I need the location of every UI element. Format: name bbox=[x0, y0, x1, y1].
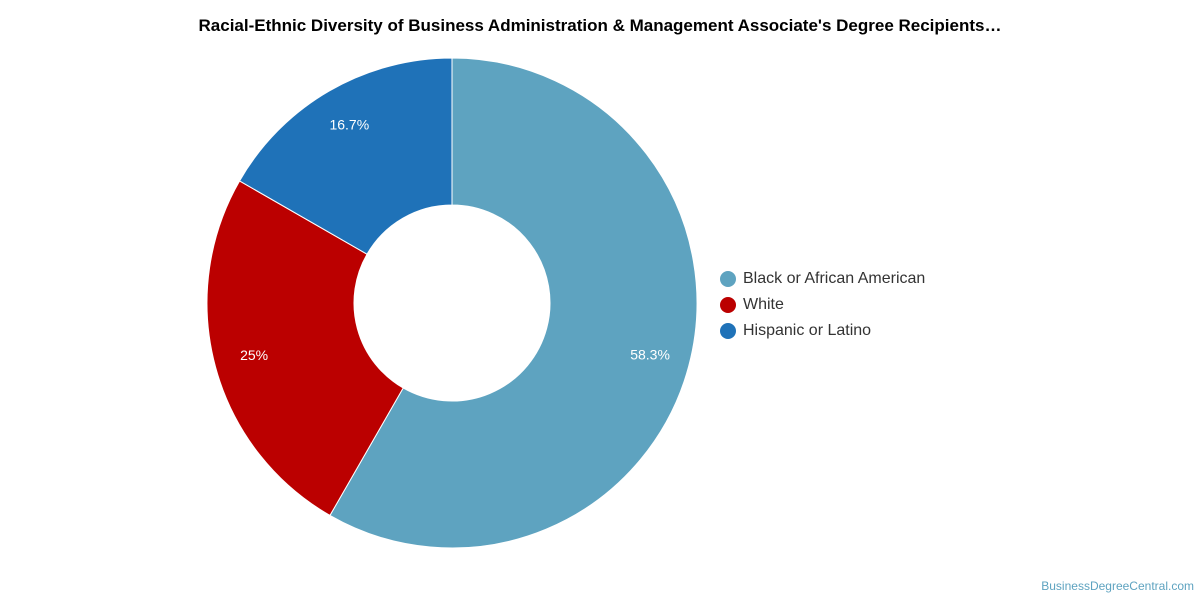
legend-item-white[interactable]: White bbox=[720, 292, 925, 318]
slice-label-white: 25% bbox=[240, 347, 268, 363]
legend-item-hispanic-or-latino[interactable]: Hispanic or Latino bbox=[720, 318, 925, 344]
slice-hispanic-or-latino[interactable] bbox=[238, 57, 453, 255]
legend-label-hispanic-or-latino: Hispanic or Latino bbox=[743, 322, 872, 339]
chart-title: Racial-Ethnic Diversity of Business Admi… bbox=[198, 16, 1002, 35]
donut-slice-labels: 58.3% 25% 16.7% bbox=[240, 116, 670, 363]
watermark[interactable]: BusinessDegreeCentral.com bbox=[1041, 579, 1194, 593]
slice-black-or-african-american[interactable] bbox=[329, 57, 698, 549]
legend-label-black-or-african-american: Black or African American bbox=[743, 270, 926, 287]
legend: Black or African American White Hispanic… bbox=[720, 266, 925, 344]
slice-white[interactable] bbox=[206, 180, 404, 517]
legend-swatch-white bbox=[720, 297, 736, 313]
donut-slices bbox=[206, 57, 698, 549]
slice-label-hispanic-or-latino: 16.7% bbox=[329, 116, 369, 132]
legend-label-white: White bbox=[743, 296, 784, 313]
slice-label-black-or-african-american: 58.3% bbox=[630, 347, 670, 363]
legend-swatch-black-or-african-american bbox=[720, 271, 736, 287]
legend-item-black-or-african-american[interactable]: Black or African American bbox=[720, 266, 925, 292]
legend-swatch-hispanic-or-latino bbox=[720, 323, 736, 339]
